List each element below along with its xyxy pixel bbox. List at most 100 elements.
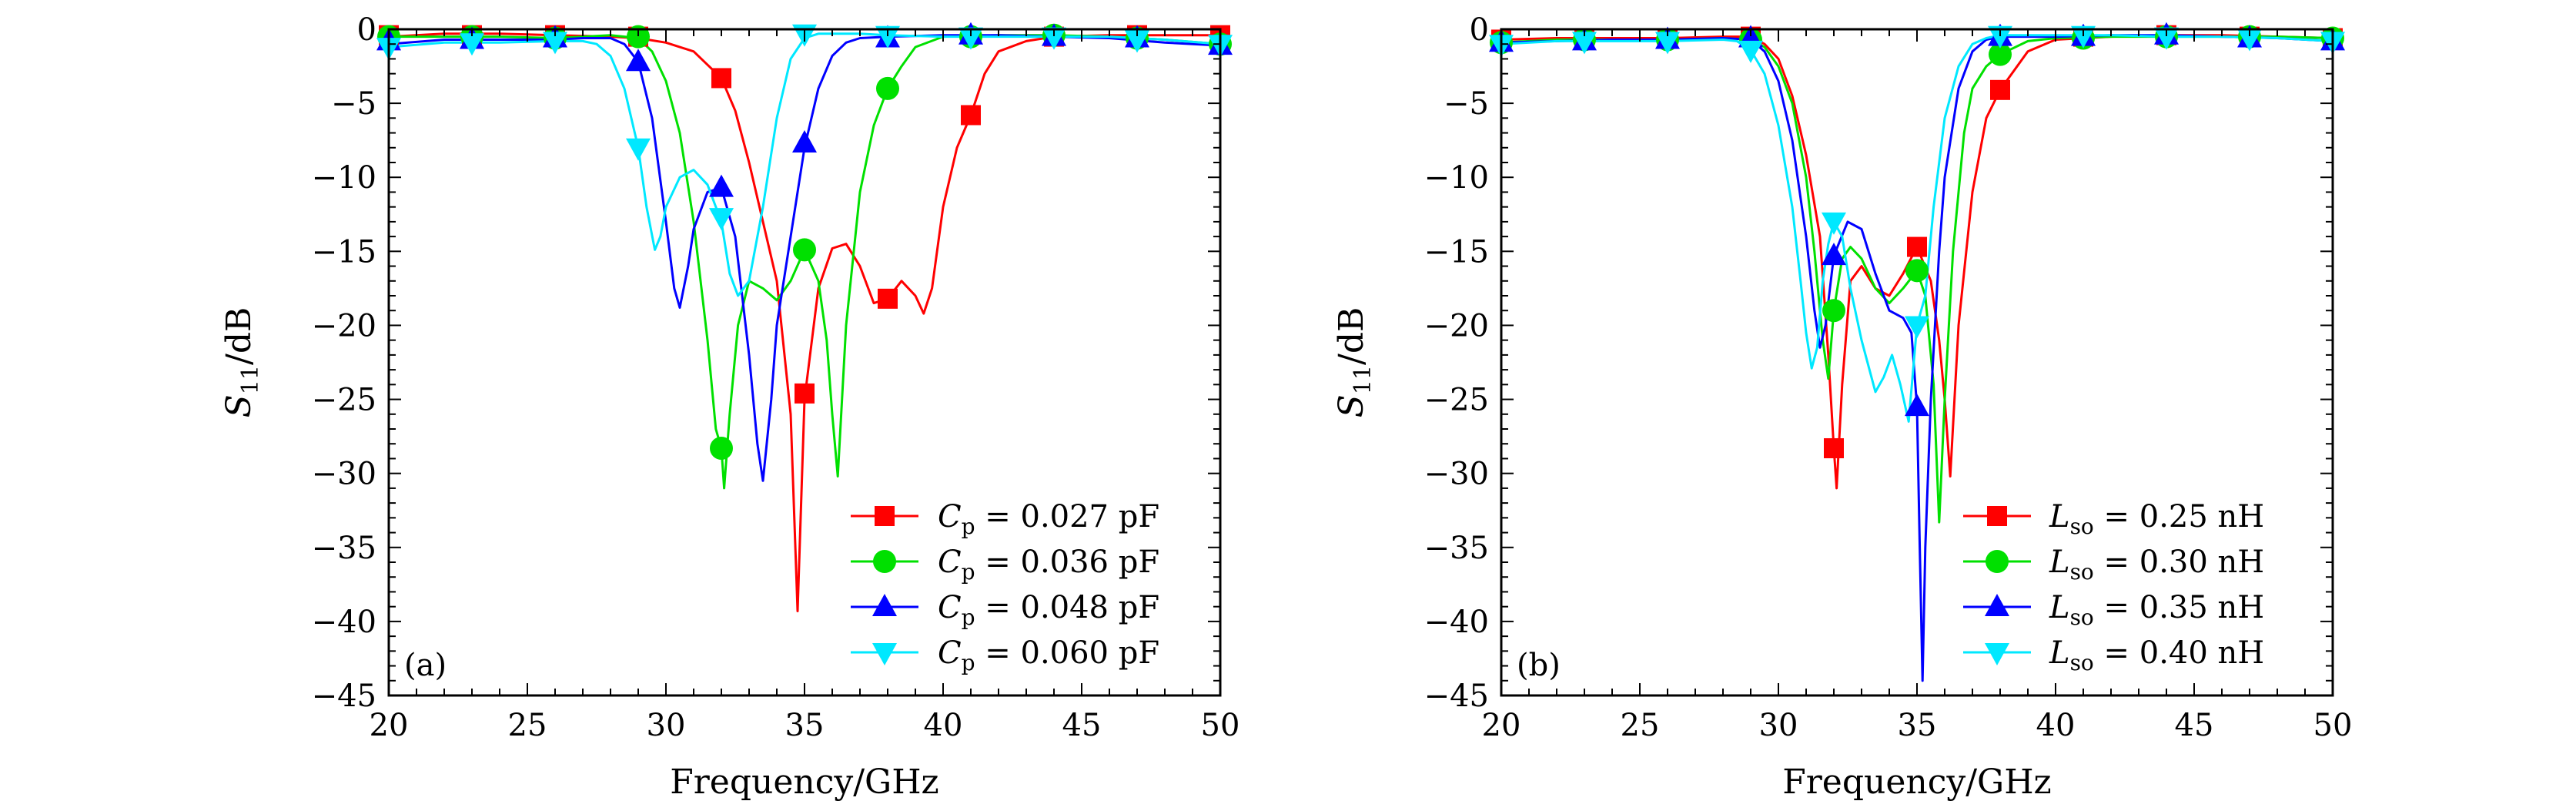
legend-label: Lso = 0.40 nH [2049,635,2264,675]
panel-b-series-1-point [1824,437,1844,458]
panel-a-series-4-point [626,138,651,161]
legend-marker [872,643,897,665]
panel-a-series-4-point [709,208,734,231]
panel-a-y-axis-label: S11/dB [219,307,264,418]
legend-marker [873,550,896,573]
panel-b-y-tick-label: −30 [1424,457,1489,492]
panel-b-x-tick-label: 30 [1759,708,1798,743]
panel-a-legend-entry-4: Cp = 0.060 pF [851,635,1159,675]
panel-b-series-3-point [1905,394,1929,417]
panel-a-label: (a) [404,648,447,683]
y-axis-unit: /dB [219,307,259,365]
y-axis-symbol: S [219,394,259,417]
legend-marker [1987,506,2007,526]
panel-a-legend-entry-2: Cp = 0.036 pF [851,545,1159,585]
panel-b-x-tick-label: 35 [1898,708,1937,743]
panel-a-series-1-point [795,383,815,404]
panel-a-y-tick-label: −15 [312,234,376,270]
panel-a-y-tick-label: −45 [312,679,376,714]
legend-label: Cp = 0.036 pF [938,545,1159,585]
panel-b-legend-entry-1: Lso = 0.25 nH [1963,499,2264,539]
panel-a-series-1-point [961,105,981,126]
panel-b-y-tick-label: −25 [1424,383,1489,418]
panel-a-series-1-point [878,288,898,309]
panel-b-series-4-point [1738,40,1763,63]
panel-b-x-tick-label: 50 [2313,708,2353,743]
panel-b-x-axis-label: Frequency/GHz [1782,762,2052,802]
panel-a-x-tick-label: 30 [647,708,686,743]
legend-marker [875,506,895,526]
panel-b-series-1-point [1907,236,1927,257]
panel-b-legend-entry-2: Lso = 0.30 nH [1963,545,2264,585]
panel-a-series-4-point [460,33,484,56]
legend-label: Cp = 0.048 pF [938,590,1159,630]
panel-b-series-2-point [1905,259,1929,283]
panel-b-series-2-point [1822,299,1845,323]
legend-label: Cp = 0.060 pF [938,635,1159,675]
legend-label: Lso = 0.35 nH [2049,590,2264,630]
panel-b-series-4-point [1905,316,1929,339]
y-axis-subscript: 11 [237,365,264,394]
panel-b-series-3-line [1501,34,2333,682]
panel-a-y-tick-label: 0 [357,12,376,48]
panel-b-x-tick-label: 25 [1621,708,1660,743]
panel-b-chart: 20 25 30 35 40 45 50 0 −5 −10 −15 −20 −25 −30 −35 −40 −4… [1332,12,2352,802]
y-axis-subscript: 11 [1350,365,1377,394]
panel-b-series-4-line [1501,34,2333,423]
panel-a-series-1-point [711,68,731,89]
legend-label: Lso = 0.25 nH [2049,499,2264,539]
panel-a-series-4-point [1042,27,1066,50]
panel-a-series-3-point [792,130,817,153]
panel-a-x-tick-label: 50 [1201,708,1240,743]
panel-a-y-tick-label: −35 [312,531,376,566]
legend-label: Cp = 0.027 pF [938,499,1159,539]
panel-a-series-2-point [876,76,899,100]
panel-b-series-2-point [1989,42,2012,66]
panel-b-x-tick-label: 45 [2175,708,2214,743]
panel-b-series-3-point [1822,243,1846,266]
panel-b-x-tick-label: 40 [2036,708,2076,743]
panel-b-series-4-point [1655,32,1680,55]
panel-a-x-tick-label: 45 [1062,708,1102,743]
panel-b-series-4-point [2154,27,2179,50]
panel-b-x-tick-label: 20 [1482,708,1521,743]
panel-b-series-1-point [1990,79,2010,100]
panel-b-series-2-line [1501,35,2333,524]
legend-marker [1985,643,2009,665]
panel-b-series-4-point [1822,212,1846,235]
panel-a-series-4-point [875,25,900,49]
panel-a-y-tick-label: −40 [312,605,376,640]
panel-a-series-2-point [710,436,733,460]
panel-b-series-4-point [2071,25,2096,49]
panel-b-legend-entry-4: Lso = 0.40 nH [1963,635,2264,675]
panel-a-x-axis-label: Frequency/GHz [670,762,939,802]
y-axis-unit: /dB [1332,307,1371,365]
panel-b-legend-entry-3: Lso = 0.35 nH [1963,590,2264,630]
panel-a-series-1-line [389,32,1220,612]
panel-b-series-4-point [2237,28,2262,52]
panel-a-series-4-point [1125,30,1149,53]
panel-b-label: (b) [1517,648,1561,683]
legend-marker [1985,594,2009,616]
panel-a-y-tick-label: −10 [312,160,376,196]
panel-b-y-tick-label: −5 [1444,86,1489,122]
legend-marker [1986,550,2009,573]
panel-a-y-tick-label: −5 [331,86,376,122]
panel-b-y-axis-label: S11/dB [1332,307,1377,418]
panel-a-legend-entry-1: Cp = 0.027 pF [851,499,1159,539]
panel-b-y-tick-label: −15 [1424,234,1489,270]
panel-a-x-tick-label: 20 [370,708,409,743]
panel-a-chart: 20 25 30 35 40 45 50 0 −5 −10 −15 −20 −25 −30 −35 −40 −4… [219,12,1239,802]
panel-a-x-tick-label: 35 [785,708,825,743]
panel-a-y-tick-label: −25 [312,383,376,418]
panel-a-x-tick-label: 40 [924,708,963,743]
panel-a-series-4-point [958,27,983,50]
legend-label: Lso = 0.30 nH [2049,545,2264,585]
panel-a-series-4-point [543,32,567,55]
panel-b-y-tick-label: 0 [1470,12,1489,48]
panel-b-y-tick-label: −35 [1424,531,1489,566]
panel-b-series-4-point [1988,25,2012,49]
panel-a-y-tick-label: −20 [312,308,376,344]
legend-marker [872,594,897,616]
